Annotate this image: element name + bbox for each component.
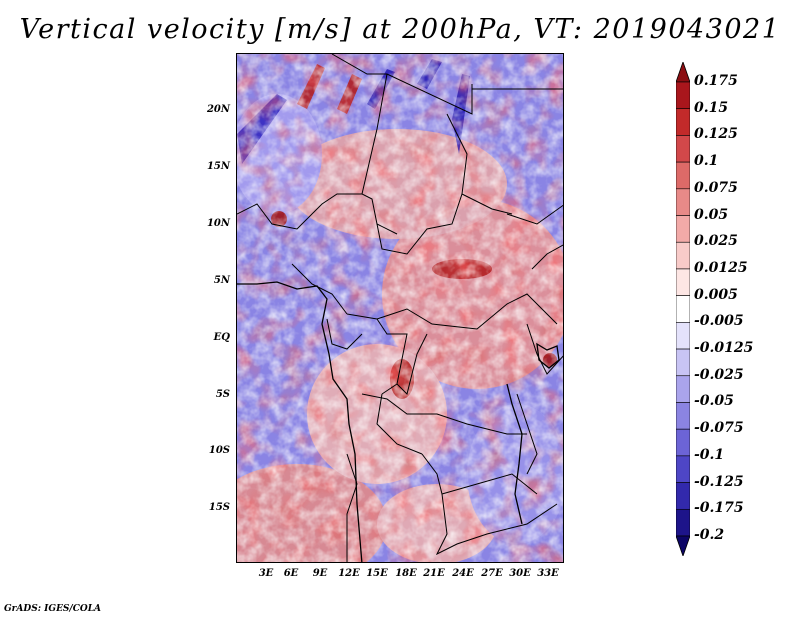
lat-label-5s: 5S <box>215 389 230 400</box>
colorbar-segment <box>676 81 690 110</box>
lon-label-27e: 27E <box>481 568 503 579</box>
colorbar-label: -0.05 <box>694 393 734 410</box>
lat-label-5n: 5N <box>213 275 230 286</box>
colorbar-segment <box>676 482 690 510</box>
vertical-velocity-field <box>237 54 563 562</box>
lon-label-9e: 9E <box>312 568 328 579</box>
colorbar-segment <box>676 348 690 377</box>
colorbar-segment <box>676 215 690 243</box>
colorbar-bottom-arrow <box>676 535 690 556</box>
lat-label-eq: EQ <box>213 332 230 343</box>
colorbar-label: -0.175 <box>694 500 744 517</box>
colorbar-label: 0.1 <box>694 153 719 170</box>
lon-label-33e: 33E <box>537 568 559 579</box>
colorbar-label: -0.005 <box>694 313 744 330</box>
colorbar-label: 0.15 <box>694 99 729 116</box>
lat-label-15s: 15S <box>208 502 230 513</box>
lon-label-21e: 21E <box>423 568 445 579</box>
lon-label-12e: 12E <box>338 568 360 579</box>
colorbar-segment <box>676 375 690 403</box>
colorbar-segment <box>676 268 690 296</box>
lon-label-3e: 3E <box>258 568 274 579</box>
colorbar-segment <box>676 322 690 350</box>
colorbar <box>676 62 690 556</box>
colorbar-segment <box>676 161 690 190</box>
colorbar-segment <box>676 295 690 323</box>
colorbar-label: -0.075 <box>694 420 744 437</box>
colorbar-top-arrow <box>676 62 690 83</box>
colorbar-segment <box>676 402 690 430</box>
colorbar-label: -0.2 <box>694 527 725 543</box>
colorbar-label: -0.125 <box>694 473 744 490</box>
coastline <box>237 281 560 562</box>
colorbar-label: -0.025 <box>694 366 744 383</box>
colorbar-label: 0.075 <box>694 179 738 196</box>
lat-label-20n: 20N <box>206 104 230 115</box>
colorbar-label: 0.125 <box>694 126 738 143</box>
lat-label-15n: 15N <box>206 161 230 172</box>
lon-label-30e: 30E <box>509 568 531 579</box>
map-frame[interactable] <box>236 53 564 563</box>
colorbar-label: 0.05 <box>694 206 729 223</box>
colorbar-segment <box>676 508 690 537</box>
colorbar-label: 0.0125 <box>694 259 748 276</box>
lon-label-15e: 15E <box>366 568 388 579</box>
lon-label-6e: 6E <box>283 568 299 579</box>
colorbar-label: 0.175 <box>694 73 738 89</box>
colorbar-label: -0.0125 <box>694 340 754 357</box>
lat-label-10s: 10S <box>208 445 230 456</box>
colorbar-segment <box>676 241 690 270</box>
grads-credit: GrADS: IGES/COLA <box>4 604 102 614</box>
lat-label-10n: 10N <box>206 218 230 229</box>
colorbar-label: -0.1 <box>694 446 725 463</box>
colorbar-label: 0.005 <box>694 286 738 303</box>
lon-label-24e: 24E <box>452 568 474 579</box>
plot-title: Vertical velocity [m/s] at 200hPa, VT: 2… <box>19 14 781 45</box>
lon-label-18e: 18E <box>395 568 417 579</box>
colorbar-label: 0.025 <box>694 233 738 250</box>
colorbar-segment <box>676 108 690 136</box>
colorbar-segment <box>676 135 690 163</box>
colorbar-segment <box>676 455 690 483</box>
colorbar-segment <box>676 428 690 457</box>
country-borders <box>237 54 563 562</box>
colorbar-segment <box>676 188 690 216</box>
